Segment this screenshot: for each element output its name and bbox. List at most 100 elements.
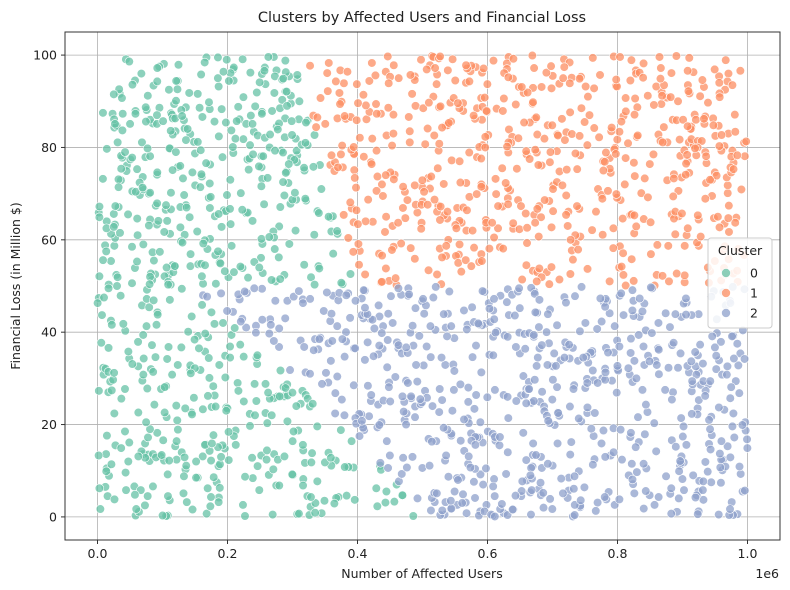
data-point-cluster-1 — [603, 186, 613, 196]
data-point-cluster-2 — [427, 437, 437, 447]
data-point-cluster-0 — [204, 373, 215, 383]
data-point-cluster-0 — [193, 137, 203, 147]
data-point-cluster-0 — [316, 184, 326, 194]
data-point-cluster-2 — [317, 379, 327, 389]
data-point-cluster-1 — [493, 201, 503, 211]
data-point-cluster-1 — [695, 91, 705, 101]
data-point-cluster-0 — [209, 472, 219, 482]
data-point-cluster-2 — [341, 290, 351, 300]
data-point-cluster-1 — [735, 66, 745, 76]
data-point-cluster-1 — [681, 170, 691, 180]
data-point-cluster-1 — [546, 222, 557, 232]
data-point-cluster-2 — [649, 500, 660, 510]
data-point-cluster-1 — [629, 210, 639, 220]
data-point-cluster-0 — [97, 310, 107, 320]
data-point-cluster-0 — [143, 491, 153, 501]
data-point-cluster-1 — [469, 110, 479, 121]
data-point-cluster-0 — [178, 488, 189, 498]
data-point-cluster-2 — [399, 407, 409, 417]
data-point-cluster-0 — [127, 80, 138, 90]
data-point-cluster-0 — [294, 96, 304, 106]
legend-title: Cluster — [718, 243, 763, 258]
data-point-cluster-1 — [611, 74, 621, 85]
data-point-cluster-2 — [576, 495, 586, 505]
y-axis-ticks: 0 20 40 60 80 100 — [33, 48, 65, 524]
data-point-cluster-0 — [281, 86, 292, 97]
data-point-cluster-2 — [412, 376, 422, 387]
data-point-cluster-0 — [163, 469, 173, 480]
data-point-cluster-0 — [314, 263, 324, 274]
data-point-cluster-0 — [287, 116, 297, 126]
data-point-cluster-1 — [339, 78, 349, 88]
data-point-cluster-0 — [171, 76, 181, 86]
data-point-cluster-2 — [327, 336, 337, 346]
data-point-cluster-0 — [187, 504, 198, 515]
data-point-cluster-1 — [638, 73, 648, 83]
data-point-cluster-1 — [668, 191, 678, 202]
data-point-cluster-0 — [151, 320, 162, 330]
data-point-cluster-1 — [691, 115, 701, 125]
data-point-cluster-2 — [458, 489, 468, 499]
data-point-cluster-1 — [566, 235, 576, 245]
data-point-cluster-2 — [464, 451, 474, 462]
data-point-cluster-2 — [216, 288, 226, 298]
data-point-cluster-2 — [484, 304, 495, 314]
data-point-cluster-0 — [200, 57, 210, 68]
data-point-cluster-1 — [442, 207, 453, 217]
data-point-cluster-2 — [543, 416, 553, 426]
data-point-cluster-1 — [511, 99, 521, 110]
data-point-cluster-2 — [444, 286, 454, 297]
data-point-cluster-1 — [678, 115, 688, 125]
data-point-cluster-1 — [340, 111, 350, 121]
data-point-cluster-1 — [389, 174, 399, 184]
data-point-cluster-2 — [502, 297, 512, 307]
data-point-cluster-0 — [258, 151, 268, 161]
data-point-cluster-0 — [98, 108, 108, 118]
data-point-cluster-0 — [109, 494, 120, 504]
data-point-cluster-1 — [693, 210, 703, 220]
data-point-cluster-0 — [278, 147, 288, 158]
data-point-cluster-0 — [166, 126, 176, 136]
data-point-cluster-0 — [101, 246, 111, 256]
data-point-cluster-2 — [637, 385, 648, 395]
data-point-cluster-2 — [401, 419, 411, 430]
data-point-cluster-2 — [525, 470, 536, 480]
data-point-cluster-0 — [143, 91, 153, 101]
data-point-cluster-0 — [153, 310, 163, 320]
data-point-cluster-0 — [101, 449, 111, 459]
data-point-cluster-0 — [236, 188, 246, 198]
data-point-cluster-1 — [615, 52, 625, 62]
data-point-cluster-2 — [418, 294, 428, 304]
data-point-cluster-2 — [467, 302, 477, 312]
data-point-cluster-1 — [493, 223, 503, 233]
data-point-cluster-1 — [441, 241, 451, 251]
data-point-cluster-1 — [342, 67, 353, 77]
data-point-cluster-2 — [393, 283, 403, 293]
data-point-cluster-1 — [416, 224, 426, 234]
data-point-cluster-2 — [419, 309, 429, 319]
data-point-cluster-0 — [98, 174, 108, 184]
data-point-cluster-2 — [634, 330, 644, 340]
data-point-cluster-0 — [206, 192, 216, 202]
data-point-cluster-0 — [244, 165, 254, 175]
data-point-cluster-0 — [121, 485, 131, 495]
data-point-cluster-2 — [236, 316, 246, 327]
data-point-cluster-1 — [546, 61, 556, 71]
data-point-cluster-1 — [666, 68, 677, 78]
data-point-cluster-1 — [716, 130, 727, 140]
data-point-cluster-1 — [377, 179, 387, 189]
data-point-cluster-0 — [214, 360, 224, 370]
data-point-cluster-2 — [653, 318, 664, 328]
data-point-cluster-0 — [229, 267, 239, 277]
data-point-cluster-2 — [427, 401, 438, 411]
data-point-cluster-1 — [663, 241, 673, 251]
data-point-cluster-0 — [142, 143, 153, 153]
data-point-cluster-0 — [310, 280, 320, 290]
data-point-cluster-1 — [714, 141, 725, 151]
data-point-cluster-0 — [205, 178, 215, 189]
data-point-cluster-1 — [434, 139, 444, 149]
data-point-cluster-0 — [152, 110, 162, 120]
data-point-cluster-2 — [569, 471, 580, 481]
data-point-cluster-1 — [721, 55, 731, 65]
data-point-cluster-1 — [359, 152, 369, 162]
